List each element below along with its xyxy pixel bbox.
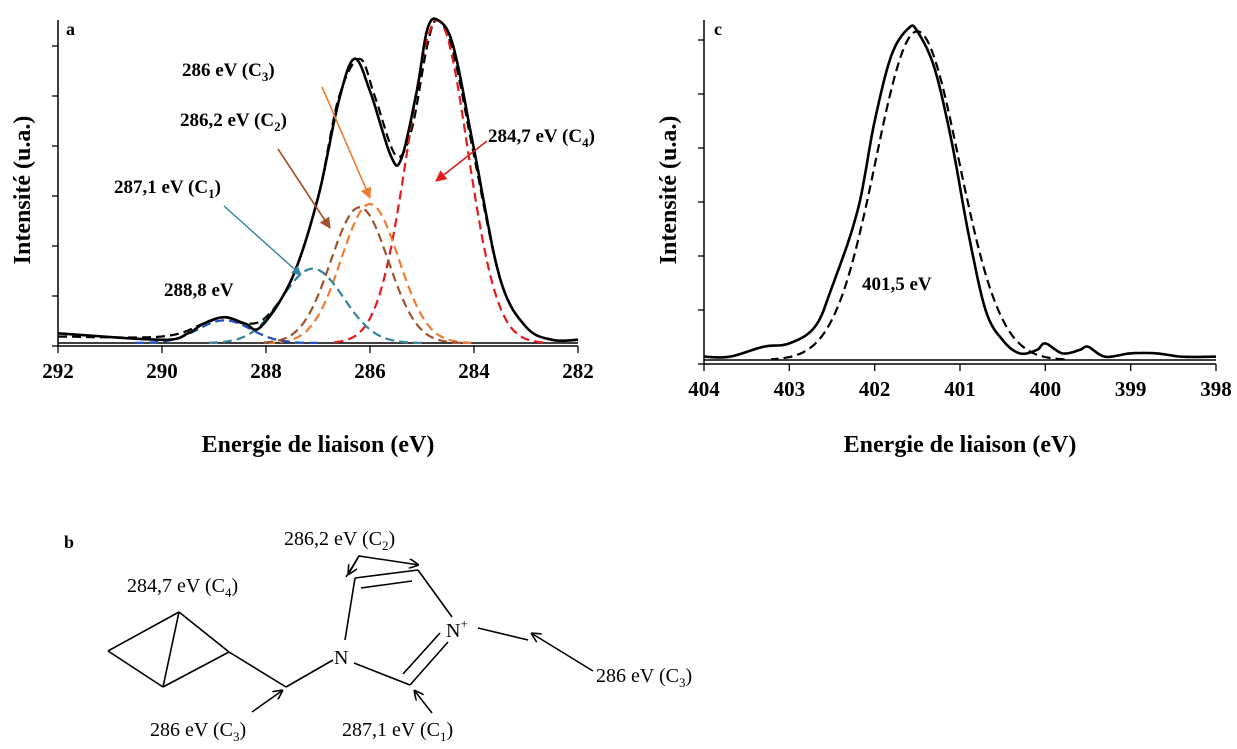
- bond: [107, 650, 164, 688]
- x-tick-label: 403: [774, 377, 806, 401]
- bond: [477, 627, 529, 641]
- x-axis-title: Energie de liaison (eV): [202, 432, 435, 458]
- series-component-c1: [203, 267, 423, 344]
- x-tick-labels: 404 403 402 401 400 399 398: [688, 377, 1232, 401]
- molecule-arrows: [251, 555, 594, 714]
- bond: [285, 659, 334, 688]
- y-ticks: [698, 39, 704, 365]
- panel-letter-b: b: [64, 532, 74, 552]
- label-c3-chain: 286 eV (C3): [150, 719, 246, 744]
- label-c2: 286,2 eV (C2): [284, 528, 395, 553]
- label-c4: 284,7 eV (C4): [488, 126, 595, 150]
- label-c1: 287,1 eV (C1): [114, 177, 221, 201]
- arrow-c3-chain: [251, 690, 283, 713]
- x-tick-label: 399: [1115, 377, 1147, 401]
- arrow-c2-left: [348, 555, 360, 575]
- series-component: [130, 319, 319, 345]
- label-401-5: 401,5 eV: [862, 274, 932, 295]
- x-tick-label: 404: [688, 377, 720, 401]
- series-fit: [770, 30, 1065, 361]
- x-tick-labels: 292 290 288 286 284 282: [42, 359, 594, 383]
- bond: [417, 569, 453, 618]
- y-ticks: [52, 45, 58, 347]
- arrow-c3: [321, 86, 372, 200]
- y-axis-title: Intensité (u.a.): [656, 116, 682, 265]
- arrow-c2: [277, 148, 331, 229]
- panel-a: a 292 290 288 286 284 282 Energie de liaison …: [10, 17, 595, 458]
- panel-letter-a: a: [66, 19, 75, 39]
- x-ticks: [703, 364, 1217, 371]
- panel-b: b N N+: [64, 528, 692, 744]
- series-component-c2: [258, 206, 461, 344]
- y-axis-title: Intensité (u.a.): [10, 116, 36, 265]
- bond: [353, 662, 411, 686]
- bond: [107, 611, 180, 652]
- series-group: [704, 24, 1216, 361]
- atom-n3: N+: [446, 616, 468, 642]
- label-c3: 286 eV (C3): [182, 60, 275, 84]
- bond: [360, 580, 413, 589]
- panel-letter-c: c: [714, 19, 722, 39]
- molecule-bonds: [107, 569, 529, 688]
- arrow-c4: [435, 140, 488, 182]
- label-c2: 286,2 eV (C2): [180, 110, 287, 134]
- x-tick-label: 401: [944, 377, 976, 401]
- x-tick-label: 292: [42, 359, 74, 383]
- series-experimental: [57, 17, 578, 342]
- arrow-c1: [223, 205, 302, 276]
- x-ticks: [57, 346, 579, 353]
- arrow-c3-right: [531, 633, 594, 672]
- series-component-c3: [268, 203, 472, 344]
- panel-c: c 404 403 402 401 400 399 398 Energie de liais…: [656, 19, 1232, 458]
- bond: [344, 577, 356, 641]
- bond: [162, 611, 180, 688]
- label-c4: 284,7 eV (C4): [127, 575, 238, 600]
- bond: [178, 611, 230, 653]
- label-c3-right: 286 eV (C3): [596, 665, 692, 690]
- x-tick-label: 284: [458, 359, 490, 383]
- x-tick-label: 288: [250, 359, 282, 383]
- label-288-8: 288,8 eV: [164, 280, 234, 301]
- x-tick-label: 400: [1030, 377, 1062, 401]
- x-tick-label: 398: [1200, 377, 1232, 401]
- bond: [409, 641, 449, 686]
- bond: [402, 632, 441, 675]
- series-experimental: [704, 24, 1216, 359]
- label-c1: 287,1 eV (C1): [342, 719, 453, 744]
- x-tick-label: 402: [859, 377, 891, 401]
- series-group: [57, 17, 578, 345]
- x-axis-title: Energie de liaison (eV): [844, 432, 1077, 458]
- bond: [228, 651, 287, 688]
- bond: [354, 569, 419, 579]
- x-tick-label: 282: [562, 359, 594, 383]
- x-tick-label: 286: [354, 359, 386, 383]
- x-tick-label: 290: [146, 359, 178, 383]
- arrow-c1: [414, 690, 433, 714]
- series-component-c4: [332, 18, 544, 344]
- bond: [162, 651, 230, 688]
- atom-n1: N: [334, 647, 348, 669]
